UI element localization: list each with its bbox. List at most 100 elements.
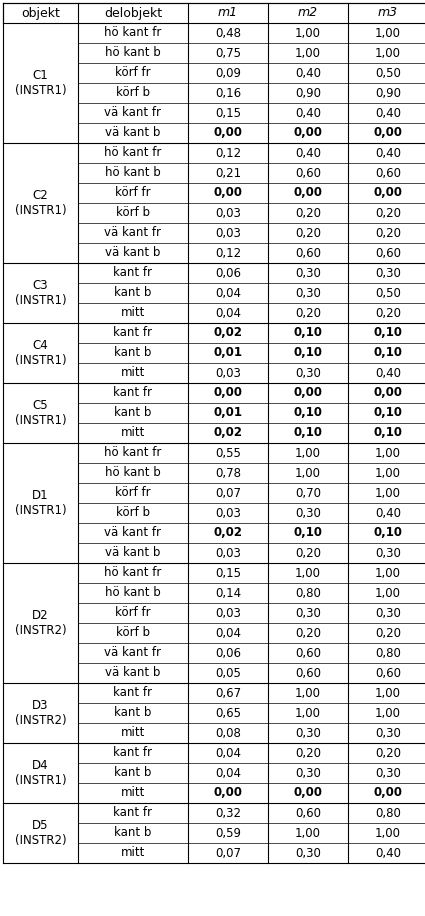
Text: 0,30: 0,30 [375, 726, 401, 739]
Text: kant fr: kant fr [113, 387, 153, 399]
Text: 1,00: 1,00 [375, 47, 401, 60]
Text: körf b: körf b [116, 627, 150, 639]
Text: 1,00: 1,00 [295, 826, 321, 839]
Text: m1: m1 [218, 6, 238, 19]
Text: 0,30: 0,30 [295, 606, 321, 619]
Text: 0,10: 0,10 [294, 346, 323, 359]
Text: 0,20: 0,20 [295, 307, 321, 320]
Text: delobjekt: delobjekt [104, 6, 162, 19]
Text: 0,30: 0,30 [295, 726, 321, 739]
Text: 1,00: 1,00 [295, 446, 321, 460]
Text: mitt: mitt [121, 787, 145, 800]
Text: 0,50: 0,50 [375, 287, 401, 300]
Text: hö kant b: hö kant b [105, 586, 161, 599]
Text: 0,80: 0,80 [375, 647, 401, 660]
Text: objekt: objekt [21, 6, 60, 19]
Text: hö kant fr: hö kant fr [104, 27, 162, 39]
Text: 0,12: 0,12 [215, 246, 241, 259]
Text: 0,60: 0,60 [295, 667, 321, 680]
Text: mitt: mitt [121, 726, 145, 739]
Text: 0,12: 0,12 [215, 147, 241, 159]
Text: mitt: mitt [121, 427, 145, 440]
Text: 1,00: 1,00 [295, 686, 321, 700]
Text: mitt: mitt [121, 846, 145, 859]
Text: 0,30: 0,30 [375, 267, 401, 279]
Text: 0,20: 0,20 [295, 226, 321, 239]
Text: C5
(INSTR1): C5 (INSTR1) [15, 399, 66, 427]
Text: 0,90: 0,90 [375, 86, 401, 100]
Text: 1,00: 1,00 [375, 466, 401, 479]
Text: 0,40: 0,40 [375, 507, 401, 519]
Text: 0,90: 0,90 [295, 86, 321, 100]
Text: 0,30: 0,30 [295, 366, 321, 379]
Text: kant b: kant b [114, 767, 152, 780]
Text: 0,01: 0,01 [213, 407, 243, 420]
Text: 0,08: 0,08 [215, 726, 241, 739]
Text: C4
(INSTR1): C4 (INSTR1) [15, 339, 66, 367]
Text: 0,00: 0,00 [374, 187, 402, 200]
Text: 0,10: 0,10 [294, 407, 323, 420]
Text: kant b: kant b [114, 346, 152, 359]
Text: 0,10: 0,10 [374, 407, 402, 420]
Text: kant b: kant b [114, 407, 152, 420]
Text: vä kant fr: vä kant fr [105, 226, 162, 239]
Text: 0,48: 0,48 [215, 27, 241, 39]
Text: 1,00: 1,00 [375, 686, 401, 700]
Text: 0,40: 0,40 [375, 147, 401, 159]
Text: 0,10: 0,10 [294, 527, 323, 540]
Text: 0,10: 0,10 [294, 427, 323, 440]
Text: 0,70: 0,70 [295, 486, 321, 499]
Text: 0,03: 0,03 [215, 606, 241, 619]
Text: 1,00: 1,00 [295, 466, 321, 479]
Text: 0,00: 0,00 [213, 787, 243, 800]
Text: D2
(INSTR2): D2 (INSTR2) [15, 609, 66, 637]
Text: 0,80: 0,80 [295, 586, 321, 599]
Text: körf fr: körf fr [115, 187, 151, 200]
Text: 1,00: 1,00 [295, 706, 321, 719]
Text: 1,00: 1,00 [295, 566, 321, 580]
Text: 0,21: 0,21 [215, 167, 241, 180]
Text: 1,00: 1,00 [295, 27, 321, 39]
Text: 0,20: 0,20 [375, 747, 401, 759]
Text: 0,20: 0,20 [375, 206, 401, 220]
Text: 0,10: 0,10 [374, 326, 402, 340]
Text: vä kant b: vä kant b [105, 667, 161, 680]
Text: vä kant fr: vä kant fr [105, 647, 162, 660]
Text: 0,80: 0,80 [375, 806, 401, 820]
Text: 0,20: 0,20 [295, 747, 321, 759]
Text: kant fr: kant fr [113, 747, 153, 759]
Text: 0,40: 0,40 [375, 366, 401, 379]
Text: 0,02: 0,02 [213, 527, 243, 540]
Text: hö kant fr: hö kant fr [104, 566, 162, 580]
Text: 0,30: 0,30 [375, 606, 401, 619]
Text: 1,00: 1,00 [375, 826, 401, 839]
Text: 0,15: 0,15 [215, 106, 241, 119]
Text: vä kant fr: vä kant fr [105, 527, 162, 540]
Text: 0,30: 0,30 [295, 267, 321, 279]
Text: 0,00: 0,00 [213, 387, 243, 399]
Text: 0,10: 0,10 [374, 346, 402, 359]
Text: 0,50: 0,50 [375, 67, 401, 80]
Text: vä kant b: vä kant b [105, 547, 161, 560]
Text: vä kant fr: vä kant fr [105, 106, 162, 119]
Text: 0,60: 0,60 [375, 167, 401, 180]
Text: kant fr: kant fr [113, 267, 153, 279]
Text: 0,06: 0,06 [215, 267, 241, 279]
Text: 0,75: 0,75 [215, 47, 241, 60]
Text: 0,03: 0,03 [215, 206, 241, 220]
Text: körf fr: körf fr [115, 67, 151, 80]
Text: 0,07: 0,07 [215, 846, 241, 859]
Text: 0,06: 0,06 [215, 647, 241, 660]
Text: 0,20: 0,20 [295, 206, 321, 220]
Text: 0,05: 0,05 [215, 667, 241, 680]
Text: 0,60: 0,60 [375, 246, 401, 259]
Text: 0,20: 0,20 [295, 547, 321, 560]
Text: 0,20: 0,20 [295, 627, 321, 639]
Text: 0,30: 0,30 [375, 767, 401, 780]
Text: 0,00: 0,00 [213, 187, 243, 200]
Text: 0,00: 0,00 [294, 387, 323, 399]
Text: kant fr: kant fr [113, 806, 153, 820]
Text: 0,30: 0,30 [295, 287, 321, 300]
Text: 0,00: 0,00 [374, 787, 402, 800]
Text: 0,04: 0,04 [215, 747, 241, 759]
